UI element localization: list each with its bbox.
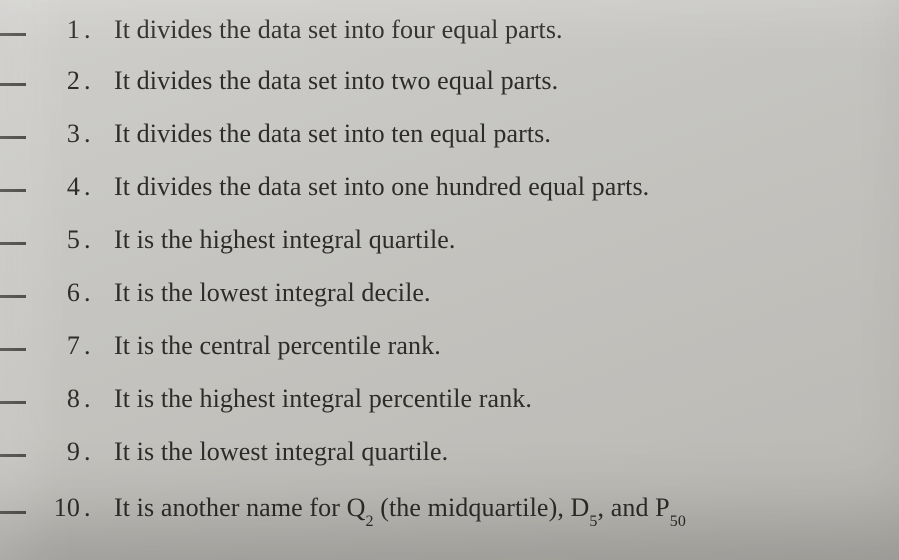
item-period: . [84,107,114,160]
answer-blank[interactable] [0,348,26,351]
item-text: It is the highest integral percentile ra… [114,372,899,425]
item-number: 1 [26,6,84,54]
item-number: 6 [26,266,84,319]
question-row-10: 10 . It is another name for Q2 (the midq… [0,478,899,538]
answer-blank[interactable] [0,511,26,514]
answer-blank[interactable] [0,189,26,192]
question-row-4: 4 . It divides the data set into one hun… [0,160,899,213]
item-number: 4 [26,160,84,213]
question-row-5: 5 . It is the highest integral quartile. [0,213,899,266]
item-number: 2 [26,54,84,107]
item-text: It is the central percentile rank. [114,319,899,372]
subscript: 2 [365,513,373,530]
answer-blank[interactable] [0,242,26,245]
item-text: It divides the data set into two equal p… [114,54,899,107]
question-row-2: 2 . It divides the data set into two equ… [0,54,899,107]
item-number: 3 [26,107,84,160]
item-period: . [84,266,114,319]
item-text: It is the highest integral quartile. [114,213,899,266]
item-period: . [84,54,114,107]
subscript: 50 [670,513,686,530]
text-part: (the midquartile), D [374,493,590,522]
item-text: It divides the data set into ten equal p… [114,107,899,160]
item-text: It divides the data set into one hundred… [114,160,899,213]
question-row-9: 9 . It is the lowest integral quartile. [0,425,899,478]
item-number: 5 [26,213,84,266]
answer-blank[interactable] [0,83,26,86]
item-period: . [84,425,114,478]
item-number: 8 [26,372,84,425]
item-text: It divides the data set into four equal … [114,6,899,54]
answer-blank[interactable] [0,454,26,457]
item-text-composite: It is another name for Q2 (the midquarti… [114,478,899,548]
answer-blank[interactable] [0,136,26,139]
text-part: It is another name for Q [114,493,365,522]
item-period: . [84,160,114,213]
item-period: . [84,6,114,54]
item-period: . [84,213,114,266]
subscript: 5 [589,513,597,530]
question-row-8: 8 . It is the highest integral percentil… [0,372,899,425]
item-period: . [84,372,114,425]
question-row-1: 1 . It divides the data set into four eq… [0,6,899,54]
item-number: 7 [26,319,84,372]
item-text: It is the lowest integral quartile. [114,425,899,478]
answer-blank[interactable] [0,33,26,36]
text-part: , and P [598,493,670,522]
question-row-7: 7 . It is the central percentile rank. [0,319,899,372]
item-period: . [84,478,114,538]
worksheet-page: 1 . It divides the data set into four eq… [0,0,899,560]
item-period: . [84,319,114,372]
answer-blank[interactable] [0,295,26,298]
question-row-6: 6 . It is the lowest integral decile. [0,266,899,319]
answer-blank[interactable] [0,401,26,404]
item-number: 9 [26,425,84,478]
item-number: 10 [26,478,84,538]
item-text: It is the lowest integral decile. [114,266,899,319]
question-row-3: 3 . It divides the data set into ten equ… [0,107,899,160]
